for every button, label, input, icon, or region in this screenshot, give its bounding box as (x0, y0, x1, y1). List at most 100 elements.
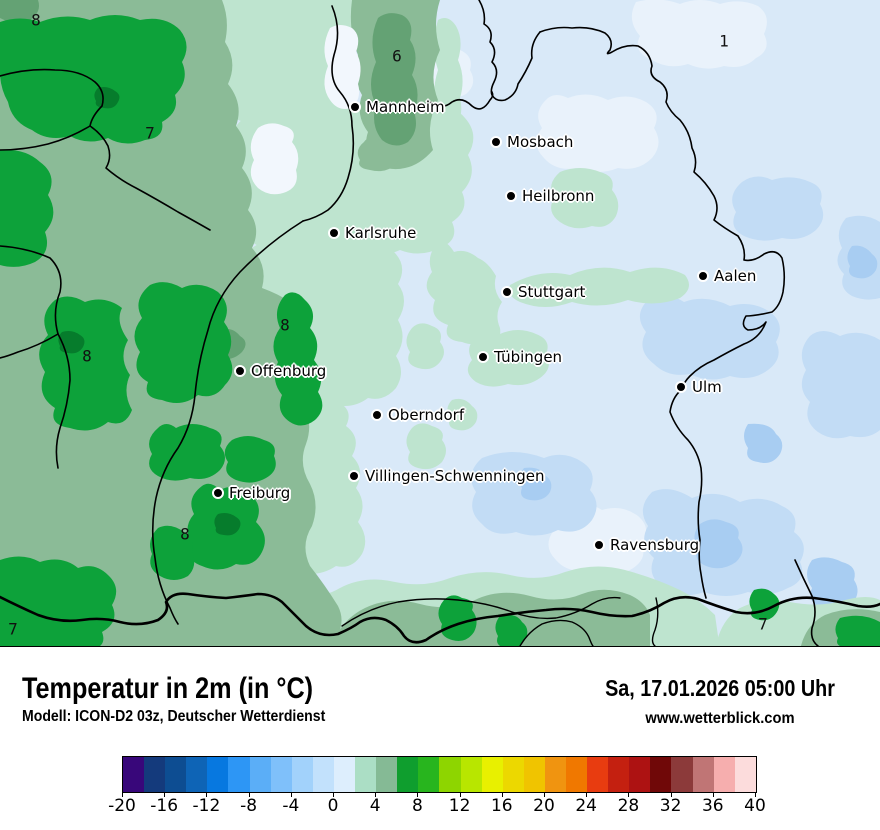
colorbar-tick-label: 36 (701, 796, 724, 816)
colorbar-tick-label: -8 (240, 796, 258, 816)
colorbar-tick-label: 28 (617, 796, 640, 816)
colorbar-segment (397, 757, 419, 792)
colorbar-segment (629, 757, 651, 792)
colorbar-tick (459, 792, 461, 797)
colorbar-segment (249, 757, 271, 792)
city-label: Heilbronn (522, 187, 595, 205)
city-dot-icon (234, 365, 246, 377)
colorbar-segment (671, 757, 693, 792)
city-dot-icon (501, 286, 513, 298)
colorbar-tick (712, 792, 714, 797)
colorbar-segment (650, 757, 672, 792)
contour-value-label: 8 (82, 346, 92, 366)
city-label: Villingen-Schwenningen (365, 467, 545, 485)
city-dot-icon (675, 381, 687, 393)
colorbar-tick-label: 4 (369, 796, 381, 816)
temperature-field-svg (0, 0, 880, 646)
colorbar-segment (460, 757, 482, 792)
city-marker: Mosbach (490, 133, 573, 151)
colorbar-tick-label: -16 (150, 796, 179, 816)
contour-value-label: 8 (280, 315, 290, 335)
colorbar-tick-label: 24 (575, 796, 598, 816)
colorbar-segment (523, 757, 545, 792)
political-borders (0, 0, 880, 646)
city-marker: Ulm (675, 378, 722, 396)
colorbar-segment (439, 757, 461, 792)
colorbar-segment (144, 757, 166, 792)
colorbar-tick (122, 792, 123, 797)
website-url: www.wetterblick.com (645, 710, 795, 727)
city-label-layer: Mannheim Mosbach Heilbronn Karlsruhe Stuttga… (212, 98, 756, 554)
colorbar-segment (565, 757, 588, 792)
colorbar-segment (713, 757, 735, 792)
city-label: Offenburg (251, 362, 327, 380)
colorbar-tick-label: -4 (282, 796, 300, 816)
colorbar-segment (312, 757, 334, 792)
city-dot-icon (328, 227, 340, 239)
colorbar-tick (290, 792, 292, 797)
colorbar-segment (608, 757, 630, 792)
colorbar-tick-label: -12 (192, 796, 221, 816)
contour-value-label: 8 (180, 524, 190, 544)
colorbar-segment (544, 757, 566, 792)
colorbar-segment (502, 757, 524, 792)
city-marker: Aalen (697, 267, 756, 285)
colorbar-tick-label: -20 (108, 796, 136, 816)
colorbar-segment (270, 757, 292, 792)
colorbar-tick-label: 0 (327, 796, 339, 816)
city-label: Ulm (692, 378, 722, 396)
contour-label-layer: 8 6 1 7 8 8 8 7 7 (8, 10, 768, 639)
city-label: Oberndorf (388, 406, 465, 424)
colorbar-segment (587, 757, 609, 792)
city-dot-icon (371, 409, 383, 421)
contour-value-label: 7 (8, 619, 18, 639)
colorbar-tick (628, 792, 630, 797)
city-marker: Ravensburg (593, 536, 699, 554)
city-marker: Freiburg (212, 484, 290, 502)
city-label: Stuttgart (518, 283, 586, 301)
colorbar-tick (206, 792, 208, 797)
colorbar-segment (355, 757, 377, 792)
colorbar-segment (333, 757, 356, 792)
city-dot-icon (505, 190, 517, 202)
colorbar-tick-label: 12 (448, 796, 471, 816)
colorbar-tick (586, 792, 588, 797)
colorbar-segment (734, 757, 756, 792)
city-marker: Heilbronn (505, 187, 594, 205)
temperature-map-canvas: 8 6 1 7 8 8 8 7 7 Mannheim Mosbach Heilbronn Karlsr… (0, 0, 880, 647)
city-marker: Villingen-Schwenningen (348, 467, 545, 485)
colorbar-tick-label: 16 (490, 796, 513, 816)
contour-value-label: 8 (31, 10, 41, 30)
colorbar-segment (165, 757, 187, 792)
city-dot-icon (593, 539, 605, 551)
city-label: Mannheim (366, 98, 445, 116)
forecast-datetime: Sa, 17.01.2026 05:00 Uhr (605, 675, 835, 701)
city-marker: Stuttgart (501, 283, 585, 301)
colorbar-segment (418, 757, 440, 792)
city-marker: Offenburg (234, 362, 326, 380)
city-marker: Oberndorf (371, 406, 464, 424)
colorbar-segment (123, 757, 145, 792)
colorbar-segment (481, 757, 503, 792)
temperature-colorbar (122, 756, 757, 793)
city-dot-icon (477, 351, 489, 363)
colorbar-segment (692, 757, 714, 792)
city-label: Aalen (714, 267, 757, 285)
colorbar-segment (376, 757, 398, 792)
city-marker: Tübingen (477, 348, 562, 366)
contour-value-label: 1 (719, 31, 729, 51)
city-label: Ravensburg (610, 536, 700, 554)
colorbar-tick (333, 792, 334, 797)
city-dot-icon (349, 101, 361, 113)
colorbar-segment (207, 757, 229, 792)
city-label: Mosbach (507, 133, 574, 151)
colorbar-tick-label: 20 (533, 796, 555, 816)
colorbar-tick-label: 40 (744, 796, 766, 816)
city-dot-icon (490, 136, 502, 148)
contour-value-label: 7 (758, 614, 768, 634)
model-subtitle: Modell: ICON-D2 03z, Deutscher Wetterdie… (22, 708, 326, 725)
colorbar-tick (375, 792, 377, 797)
contour-value-label: 6 (392, 46, 402, 66)
city-label: Tübingen (494, 348, 563, 366)
